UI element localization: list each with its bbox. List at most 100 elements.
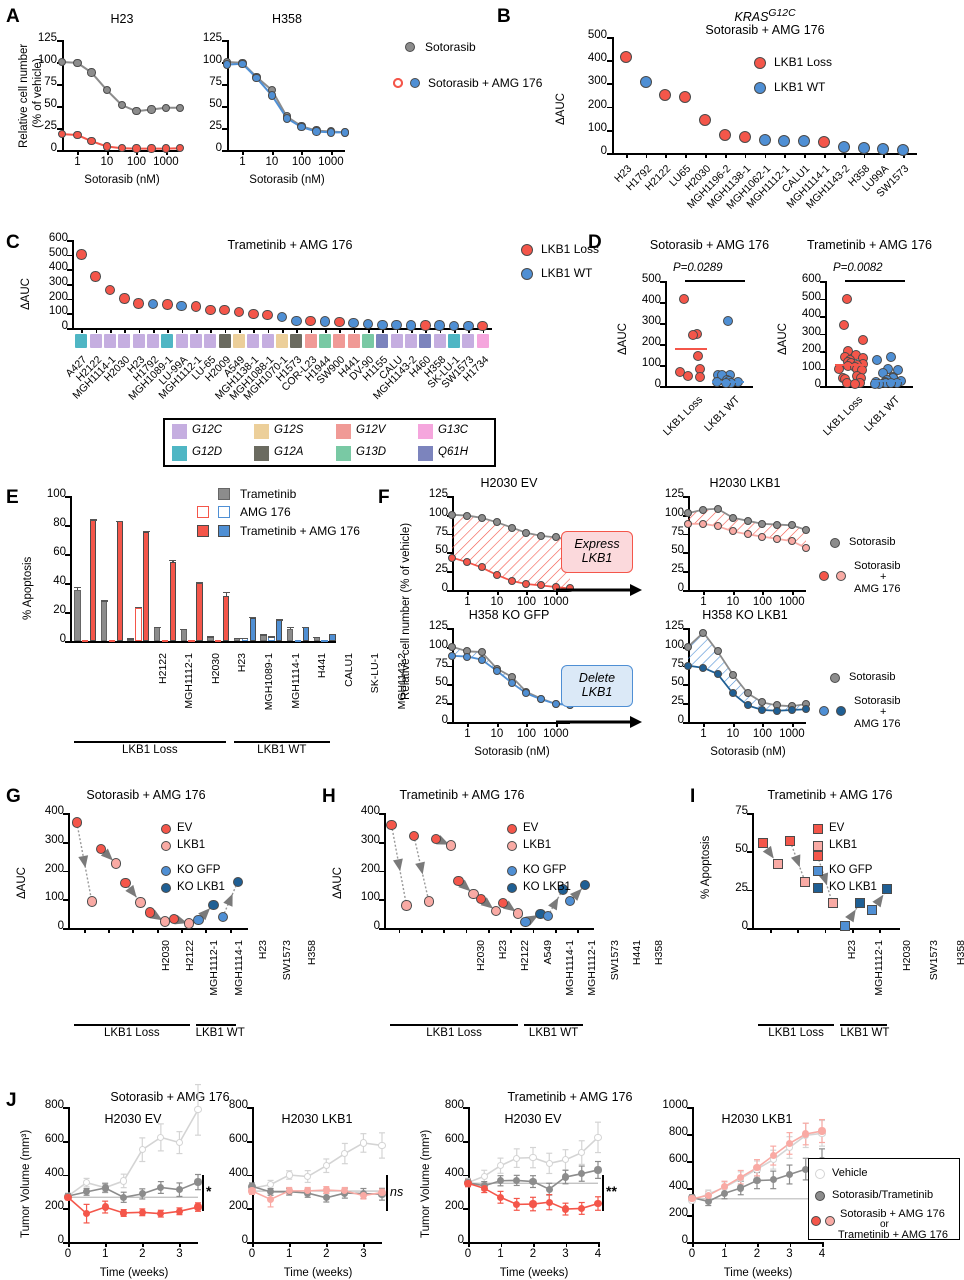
panelF-1-yaxis (688, 496, 690, 590)
panelJ-3-xtick-4: 4 (818, 1248, 826, 1260)
panelF-1-ytickmark-0 (683, 496, 688, 498)
panelJ-0-xtickmark-1 (105, 1242, 107, 1247)
panelA-1-xtick-3: 1000 (318, 156, 344, 168)
panelD-0-title: Sotorasib + AMG 176 (649, 238, 770, 252)
panelH-xtickmark-1 (420, 928, 423, 933)
panelJ-legend-label-2b: or (880, 1219, 889, 1230)
panelI-point-to-4 (882, 883, 893, 894)
panelH-point-from-3 (453, 875, 464, 887)
panelC-point-10 (219, 305, 230, 316)
panelF-3-ytick-3: 50 (671, 676, 684, 689)
panelG-group-1-line (195, 1024, 237, 1026)
panelF-2-ytickmark-3 (447, 684, 452, 687)
panelD-1-ytickmark-5 (820, 368, 825, 371)
panelJ-3-xlabel: Time (weeks) (723, 1267, 793, 1279)
panelF-1-point-0-2 (713, 504, 722, 513)
panelI-point-from-0 (757, 837, 768, 848)
panelD-1-pvalue: P=0.0082 (833, 262, 883, 274)
panelJ-0-point-1-7 (194, 1178, 202, 1186)
panelF-1-ytick-5: 0 (677, 582, 684, 594)
panelD-0-ytick-4: 100 (641, 357, 661, 369)
panelJ-1-sigbar (386, 1174, 388, 1211)
panelD-1-xaxis (825, 386, 913, 388)
panelF-2-point-0-2 (477, 648, 486, 657)
panelJ-0-ytickmark-3 (63, 1208, 68, 1211)
panelD-0-ytickmark-1 (660, 302, 665, 304)
panelJ-2-sigbar (602, 1174, 604, 1211)
panelJ-0-point-1-3 (120, 1193, 128, 1201)
panelA-1-xaxis (227, 150, 345, 152)
panelF-3-xtickmark-2 (762, 722, 765, 727)
panelF-0-point-1-3 (492, 570, 501, 579)
panelI-legend-swatch-0 (813, 824, 823, 834)
panelF-0-title: H2030 EV (480, 476, 538, 490)
panelA-1-yaxis (227, 40, 229, 150)
panelG-legend-label-1: LKB1 (177, 839, 206, 851)
panelH-point-to-5 (513, 908, 524, 919)
panelH-ytick-1: 300 (360, 833, 380, 846)
panelJ-0-point-0-1 (82, 1179, 91, 1187)
panelF-0-xtickmark-1 (496, 590, 499, 595)
panelG-point-to-6 (232, 876, 243, 887)
panelG-point-to-0 (86, 896, 97, 907)
panelD-1-ytick-0: 600 (801, 273, 821, 285)
panelI-point-from-1 (785, 836, 796, 847)
panelC-mut-swatch-7 (175, 334, 188, 348)
panelH-ytickmark-1 (379, 841, 384, 844)
panelD-0-point-0-2 (687, 330, 698, 341)
panelJ-2-point-1-2 (496, 1177, 505, 1185)
panelJ-1-point-0-6 (359, 1139, 368, 1147)
panelF-1-ytickmark-4 (683, 571, 688, 573)
panelI-point-to-2 (827, 898, 838, 909)
panelF-3-ytick-0: 125 (664, 620, 684, 632)
panelC-mut-swatch-5 (146, 334, 159, 348)
panelF-0-xaxis (452, 590, 570, 592)
panelJ-2-ytick-3: 200 (444, 1200, 464, 1213)
panelC-mutlegend-swatch-5 (254, 446, 269, 461)
panelF-1-xtickmark-0 (703, 590, 706, 595)
panelC-xtickmark-0 (81, 328, 84, 333)
panelH-point-from-4 (475, 893, 487, 905)
panelB-point-11 (837, 141, 850, 154)
panelI-xtickmark-3 (852, 928, 854, 933)
panelF-0-ytickmark-2 (447, 533, 452, 536)
panelH-point-to-7 (557, 884, 569, 895)
panelE-errcap-8-0 (286, 626, 294, 628)
panelH-group-0-line (390, 1024, 519, 1026)
panelH-legend-swatch-0 (507, 824, 517, 834)
panelD-1-point-0-1 (839, 319, 850, 330)
panelJ-2-ytick-2: 400 (444, 1166, 464, 1179)
panelC-point-0 (76, 249, 87, 260)
panelC-ytick-1: 500 (48, 246, 68, 259)
panelB-ytickmark-1 (607, 60, 612, 62)
panelA-1-point-1-0 (222, 60, 232, 69)
panelE-yaxis (70, 496, 72, 641)
panelJ-2-point-2-6 (561, 1205, 570, 1213)
panelC-xtickmark-17 (325, 328, 327, 333)
panelE-errcap-6-1 (241, 637, 249, 640)
panelE-errcap-4-0 (180, 628, 188, 631)
panelI-legend-label-2: KO GFP (829, 864, 873, 876)
panelA-1-ytick-2: 75 (209, 76, 222, 88)
panelJ-1-point-2-1 (266, 1195, 275, 1203)
panelC-xtickmark-14 (282, 328, 284, 333)
panelA-0-point-1-8 (175, 144, 185, 153)
panelJ-1-xtickmark-3 (363, 1242, 366, 1247)
panelJ-2-point-1-4 (529, 1177, 537, 1186)
panelJ-0-point-2-7 (194, 1203, 202, 1211)
panelJ-0-point-2-2 (101, 1203, 109, 1211)
panelE-errcap-7-2 (275, 619, 283, 621)
panelJ-0-point-2-0 (64, 1193, 72, 1201)
panelC-ytickmark-0 (67, 240, 72, 242)
panelJ-0-ytick-3: 200 (44, 1200, 64, 1213)
panelA-1-ytickmark-2 (222, 84, 227, 86)
panelA-legend-label-0: Sotorasib (425, 40, 476, 54)
panelG-ytickmark-0 (63, 813, 68, 815)
panelI-legend-swatch-1 (813, 841, 823, 851)
panelF-3-point-1-3 (728, 689, 737, 698)
panelD-1-point-0-0 (842, 293, 852, 304)
panelC-point-2 (104, 284, 116, 295)
panelF-1-point-1-0 (684, 519, 692, 528)
panelG-ytick-2: 200 (44, 862, 64, 875)
panel-letter-panelH: H (322, 786, 336, 807)
